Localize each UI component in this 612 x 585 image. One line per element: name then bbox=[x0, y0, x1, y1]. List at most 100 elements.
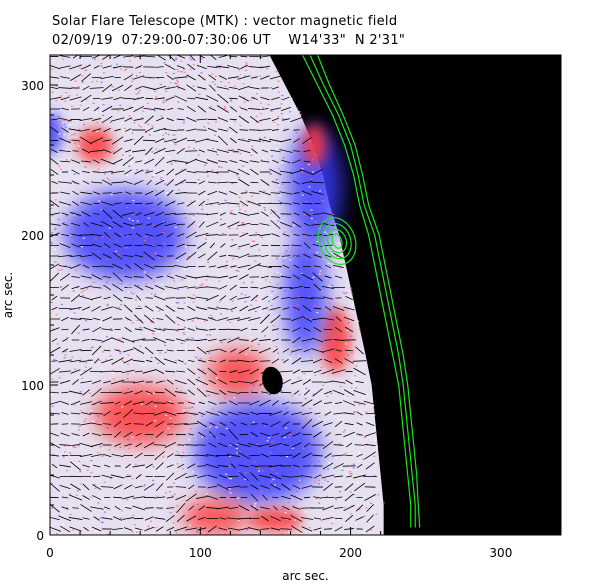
field-speckle bbox=[97, 168, 100, 170]
field-vector bbox=[153, 147, 166, 155]
field-speckle bbox=[90, 362, 93, 364]
field-vector bbox=[218, 55, 228, 58]
field-speckle bbox=[177, 288, 180, 291]
field-vector bbox=[260, 55, 270, 58]
field-speckle bbox=[320, 366, 323, 368]
field-vector bbox=[195, 275, 209, 279]
field-vector bbox=[51, 463, 58, 469]
field-vector bbox=[292, 327, 301, 332]
field-speckle bbox=[137, 97, 140, 99]
field-vector bbox=[155, 462, 164, 470]
field-speckle bbox=[229, 455, 232, 457]
field-vector bbox=[283, 411, 289, 416]
field-vector bbox=[69, 526, 82, 532]
field-speckle bbox=[164, 183, 167, 185]
field-vector bbox=[79, 117, 93, 122]
field-speckle bbox=[176, 463, 179, 465]
field-vector bbox=[206, 507, 219, 509]
field-vector bbox=[343, 412, 355, 415]
field-speckle bbox=[236, 174, 239, 176]
field-speckle bbox=[317, 460, 320, 463]
field-speckle bbox=[195, 439, 198, 441]
field-vector bbox=[123, 358, 133, 364]
field-vector bbox=[217, 483, 229, 491]
field-vector bbox=[312, 317, 323, 321]
field-speckle bbox=[278, 254, 281, 256]
field-vector bbox=[91, 432, 102, 437]
field-speckle bbox=[215, 426, 218, 428]
field-vector bbox=[156, 201, 163, 206]
field-speckle bbox=[126, 206, 129, 209]
field-speckle bbox=[53, 126, 56, 128]
field-speckle bbox=[274, 211, 277, 213]
field-vector bbox=[122, 156, 134, 167]
field-vector bbox=[259, 233, 271, 237]
field-vector bbox=[59, 160, 71, 163]
field-speckle bbox=[50, 207, 53, 210]
field-speckle bbox=[255, 443, 258, 445]
field-speckle bbox=[70, 134, 73, 136]
field-vector bbox=[303, 496, 311, 499]
field-vector bbox=[272, 400, 279, 406]
field-vector bbox=[185, 158, 198, 165]
field-speckle bbox=[127, 431, 130, 433]
field-vector bbox=[133, 262, 144, 271]
field-vector bbox=[353, 389, 366, 396]
field-speckle bbox=[74, 437, 77, 439]
field-speckle bbox=[143, 239, 146, 241]
field-speckle bbox=[126, 439, 129, 441]
field-speckle bbox=[126, 373, 129, 375]
field-speckle bbox=[343, 506, 346, 509]
field-speckle bbox=[373, 414, 376, 416]
field-vector bbox=[123, 255, 134, 257]
field-speckle bbox=[346, 474, 349, 476]
field-vector bbox=[280, 202, 292, 205]
field-vector bbox=[90, 506, 104, 510]
field-speckle bbox=[58, 377, 61, 379]
field-speckle bbox=[165, 100, 168, 102]
field-speckle bbox=[149, 321, 152, 323]
field-vector bbox=[280, 379, 291, 385]
field-speckle bbox=[331, 251, 334, 253]
field-speckle bbox=[310, 217, 313, 220]
field-vector bbox=[272, 338, 279, 342]
field-vector bbox=[197, 444, 206, 446]
field-vector bbox=[261, 107, 269, 111]
field-vector bbox=[79, 453, 93, 458]
field-speckle bbox=[200, 76, 203, 79]
field-speckle bbox=[163, 293, 166, 295]
field-vector bbox=[313, 327, 322, 332]
field-vector bbox=[100, 201, 114, 206]
field-vector bbox=[205, 234, 219, 236]
field-speckle bbox=[254, 310, 257, 313]
field-vector bbox=[249, 160, 260, 163]
field-speckle bbox=[347, 322, 350, 324]
field-vector bbox=[324, 452, 332, 459]
plage-contour bbox=[331, 233, 343, 249]
field-speckle bbox=[240, 293, 243, 295]
field-vector bbox=[258, 129, 272, 131]
field-speckle bbox=[270, 295, 273, 297]
sunspot-umbra bbox=[262, 366, 283, 395]
field-speckle bbox=[283, 436, 286, 438]
field-speckle bbox=[207, 261, 210, 263]
field-speckle bbox=[185, 400, 188, 402]
field-vector bbox=[145, 170, 154, 174]
field-vector bbox=[207, 127, 217, 133]
field-speckle bbox=[163, 139, 166, 141]
field-speckle bbox=[169, 417, 172, 419]
field-vector bbox=[303, 160, 311, 163]
field-speckle bbox=[83, 84, 86, 87]
field-speckle bbox=[164, 227, 167, 229]
field-speckle bbox=[305, 387, 308, 390]
field-speckle bbox=[63, 331, 66, 334]
field-vector bbox=[163, 328, 177, 331]
field-vector bbox=[237, 442, 251, 448]
field-speckle bbox=[347, 396, 350, 398]
field-speckle bbox=[320, 267, 323, 270]
field-speckle bbox=[88, 359, 91, 361]
field-speckle bbox=[131, 436, 134, 438]
field-vector bbox=[312, 243, 323, 248]
field-vector bbox=[249, 86, 260, 90]
field-speckle bbox=[168, 65, 171, 67]
